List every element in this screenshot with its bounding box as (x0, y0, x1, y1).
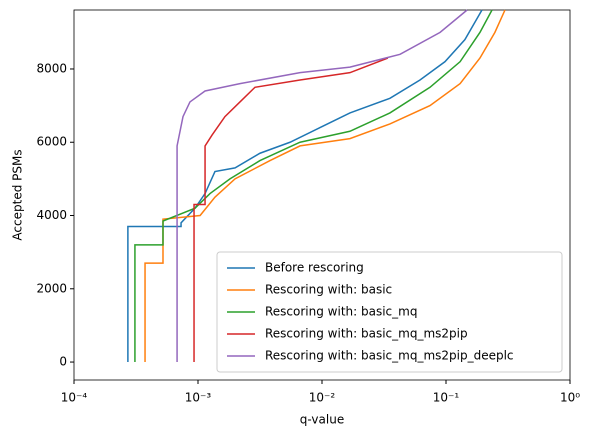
legend-label: Before rescoring (265, 261, 364, 275)
series-line (127, 9, 483, 363)
legend-label: Rescoring with: basic_mq_ms2pip (265, 327, 468, 341)
y-tick-label: 6000 (36, 135, 67, 149)
series-line (193, 57, 389, 363)
x-tick-label: 10⁰ (560, 391, 580, 405)
x-tick-label: 10⁻¹ (433, 391, 460, 405)
x-tick-label: 10⁻² (309, 391, 336, 405)
legend-label: Rescoring with: basic_mq_ms2pip_deeplc (265, 349, 514, 363)
legend-label: Rescoring with: basic_mq (265, 305, 417, 319)
series-line (176, 9, 468, 363)
y-tick-label: 4000 (36, 208, 67, 222)
legend-label: Rescoring with: basic (265, 283, 392, 297)
x-axis-label: q-value (300, 413, 344, 427)
y-axis-label: Accepted PSMs (11, 149, 25, 240)
y-tick-label: 2000 (36, 281, 67, 295)
series-line (134, 9, 493, 363)
y-tick-label: 0 (59, 355, 67, 369)
x-tick-label: 10⁻³ (185, 391, 212, 405)
y-tick-label: 8000 (36, 61, 67, 75)
legend-box (216, 251, 563, 373)
x-tick-label: 10⁻⁴ (61, 391, 88, 405)
